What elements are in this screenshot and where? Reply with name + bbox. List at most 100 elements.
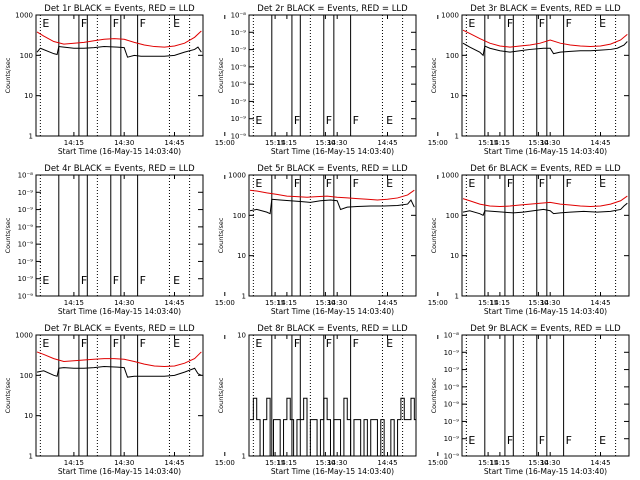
- series-line-events: [36, 46, 202, 58]
- y-tick-label: 1: [242, 293, 246, 301]
- x-tick-label: 15:00: [215, 299, 235, 307]
- x-axis-label: Start Time (16-May-15 14:03:40): [58, 307, 181, 316]
- chart-panel-7: Det 7r BLACK = Events, RED = LLD E F F F E 1 10…: [4, 324, 335, 476]
- x-tick-label: 14:45: [377, 139, 397, 147]
- chart-panel-2: Det 2r BLACK = Events, RED = LLD E F F F E 10⁻…: [217, 4, 548, 156]
- x-tick-label: 14:45: [590, 139, 610, 147]
- x-tick-label: 14:30: [327, 139, 347, 147]
- x-axis-label: Start Time (16-May-15 14:03:40): [484, 467, 607, 476]
- x-tick-label: 14:15: [277, 299, 297, 307]
- mark-letter-e: E: [42, 17, 49, 30]
- series-line-events: [462, 41, 628, 57]
- chart-title: Det 4r BLACK = Events, RED = LLD: [44, 164, 195, 174]
- x-tick-label: 14:15: [490, 459, 510, 467]
- y-tick-label: 10⁻⁹: [231, 29, 247, 37]
- mark-letter-e: E: [599, 177, 606, 190]
- y-tick-label: 10⁻⁹: [18, 189, 34, 197]
- x-tick-label: 14:15: [64, 299, 84, 307]
- y-tick-label: 1000: [228, 172, 246, 180]
- y-tick-label: 1000: [441, 172, 459, 180]
- x-tick-label: 14:30: [540, 299, 560, 307]
- plot-frame: [35, 334, 204, 457]
- y-tick-label: 10⁻⁹: [231, 115, 247, 123]
- chart-title: Det 8r BLACK = Events, RED = LLD: [257, 324, 408, 334]
- x-tick-label: 14:15: [277, 459, 297, 467]
- x-tick-label: 14:30: [540, 459, 560, 467]
- x-tick-label: 15:15: [265, 299, 285, 307]
- chart-panel-4: Det 4r BLACK = Events, RED = LLD E F F F E 10⁻…: [4, 164, 335, 316]
- mark-letter-e: E: [386, 337, 393, 350]
- y-axis-label: Counts/sec: [217, 57, 225, 93]
- y-tick-label: 10⁻⁸: [18, 172, 34, 180]
- x-tick-label: 15:00: [428, 299, 448, 307]
- mark-letter-f: F: [353, 114, 359, 127]
- x-tick-label: 14:45: [164, 299, 184, 307]
- chart-title: Det 6r BLACK = Events, RED = LLD: [470, 164, 621, 174]
- y-tick-label: 10: [237, 332, 246, 340]
- y-tick-label: 10⁻⁹: [444, 418, 460, 426]
- mark-letter-f: F: [81, 17, 87, 30]
- series-line-events: [249, 198, 415, 215]
- y-tick-label: 1: [242, 453, 246, 461]
- y-tick-label: 10⁻⁹: [444, 453, 460, 461]
- mark-letter-f: F: [113, 17, 119, 30]
- mark-letter-e: E: [42, 337, 49, 350]
- chart-title: Det 1r BLACK = Events, RED = LLD: [44, 4, 195, 14]
- series-line-lld: [36, 30, 202, 48]
- x-tick-label: 15:30: [315, 139, 335, 147]
- x-tick-label: 14:30: [114, 299, 134, 307]
- y-tick-label: 10: [24, 412, 33, 420]
- y-tick-label: 1: [455, 293, 459, 301]
- chart-panel-9: Det 9r BLACK = Events, RED = LLD E F F F E 10⁻…: [430, 324, 630, 476]
- mark-letter-f: F: [113, 337, 119, 350]
- y-tick-label: 10⁻⁹: [231, 81, 247, 89]
- y-tick-label: 10⁻⁹: [444, 401, 460, 409]
- x-axis-label: Start Time (16-May-15 14:03:40): [484, 147, 607, 156]
- mark-letter-f: F: [326, 177, 332, 190]
- mark-letter-e: E: [386, 177, 393, 190]
- y-tick-label: 10⁻⁸: [231, 12, 247, 20]
- mark-letter-f: F: [140, 274, 146, 287]
- mark-letter-e: E: [468, 17, 475, 30]
- mark-letter-e: E: [42, 274, 49, 287]
- y-tick-label: 1: [455, 133, 459, 141]
- y-tick-label: 100: [20, 52, 33, 60]
- x-tick-label: 14:30: [327, 299, 347, 307]
- x-tick-label: 15:30: [528, 459, 548, 467]
- chart-panel-3: Det 3r BLACK = Events, RED = LLD E F F F E 1 10…: [430, 4, 630, 156]
- y-tick-label: 10⁻⁹: [18, 223, 34, 231]
- plot-frame: [461, 174, 630, 297]
- x-tick-label: 14:45: [377, 299, 397, 307]
- x-tick-label: 15:00: [215, 139, 235, 147]
- mark-letter-f: F: [566, 177, 572, 190]
- y-axis-label: Counts/sec: [217, 377, 225, 413]
- mark-letter-e: E: [255, 177, 262, 190]
- y-tick-label: 10⁻⁹: [444, 349, 460, 357]
- mark-letter-f: F: [113, 274, 119, 287]
- mark-letter-f: F: [353, 337, 359, 350]
- y-tick-label: 100: [446, 212, 459, 220]
- y-tick-label: 10⁻⁹: [18, 206, 34, 214]
- series-line-lld: [249, 189, 415, 201]
- series-line-lld: [462, 29, 628, 48]
- mark-letter-f: F: [507, 177, 513, 190]
- y-axis-label: Counts/sec: [430, 217, 438, 253]
- chart-title: Det 5r BLACK = Events, RED = LLD: [257, 164, 408, 174]
- x-tick-label: 14:45: [164, 139, 184, 147]
- mark-letter-f: F: [326, 337, 332, 350]
- chart-panel-8: Det 8r BLACK = Events, RED = LLD E F F F E 1 10…: [217, 324, 548, 476]
- mark-letter-e: E: [468, 177, 475, 190]
- plot-frame: [35, 174, 204, 297]
- y-tick-label: 10⁻⁹: [444, 435, 460, 443]
- mark-letter-e: E: [173, 274, 180, 287]
- mark-letter-e: E: [468, 434, 475, 447]
- x-tick-label: 15:15: [478, 459, 498, 467]
- y-axis-label: Counts/sec: [4, 217, 12, 253]
- x-tick-label: 14:15: [64, 459, 84, 467]
- plot-frame: [461, 334, 630, 457]
- y-tick-label: 1: [29, 453, 33, 461]
- x-tick-label: 14:45: [377, 459, 397, 467]
- mark-letter-e: E: [599, 434, 606, 447]
- x-tick-label: 15:15: [478, 299, 498, 307]
- y-axis-label: Counts/sec: [4, 377, 12, 413]
